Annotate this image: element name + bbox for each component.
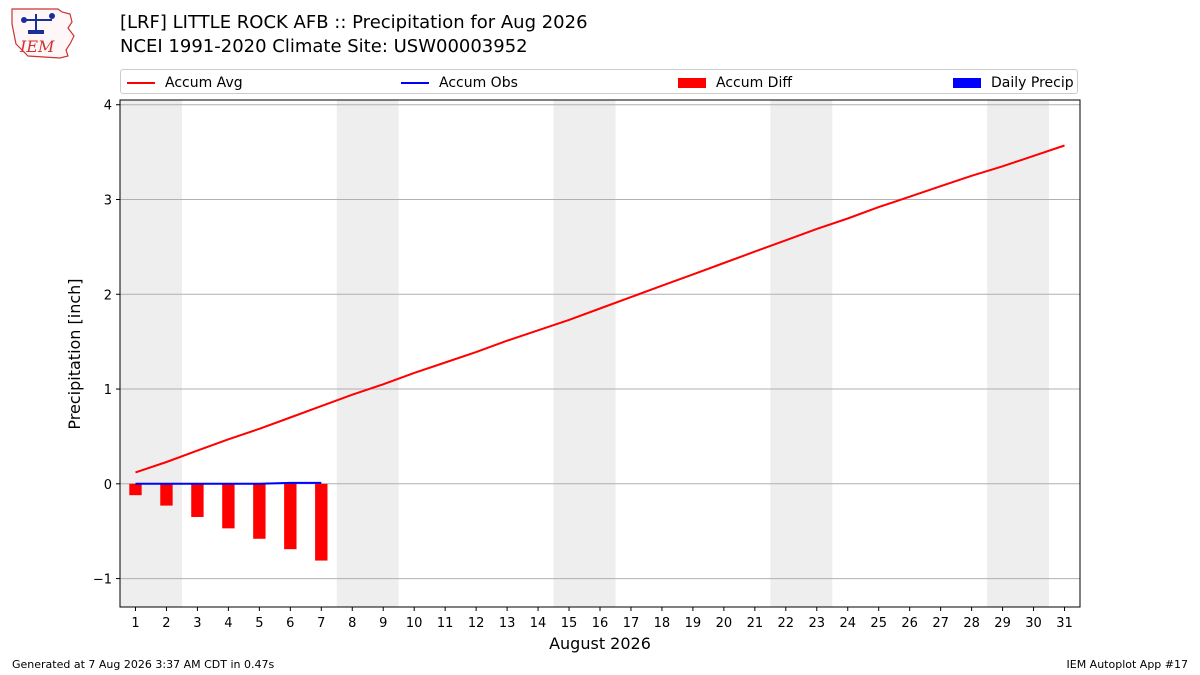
legend-swatch-accum-avg (127, 81, 155, 84)
logo-text: IEM (19, 37, 55, 56)
weekend-band-0 (120, 100, 182, 607)
weekend-band-4 (987, 100, 1050, 607)
accum-obs-line (135, 481, 322, 485)
x-tick-label-12: 12 (468, 616, 485, 631)
x-tick-label-22: 22 (778, 616, 795, 631)
chart-subtitle: NCEI 1991-2020 Climate Site: USW00003952 (120, 36, 528, 57)
footer-generated: Generated at 7 Aug 2026 3:37 AM CDT in 0… (12, 658, 275, 671)
x-tick-label-2: 2 (162, 616, 170, 631)
y-tick-label-5: 4 (104, 99, 112, 114)
x-tick-label-5: 5 (255, 616, 263, 631)
chart-title: [LRF] LITTLE ROCK AFB :: Precipitation f… (120, 12, 588, 33)
legend-label-accum-avg: Accum Avg (165, 74, 243, 91)
legend-label-daily-precip: Daily Precip (991, 74, 1074, 91)
legend-item-accum-diff: Accum Diff (678, 70, 792, 95)
legend-label-accum-obs: Accum Obs (439, 74, 518, 91)
x-axis-label: August 2026 (549, 634, 651, 653)
y-axis-label: Precipitation [inch] (65, 278, 84, 429)
weekend-band-2 (553, 100, 616, 607)
legend-item-accum-avg: Accum Avg (127, 70, 243, 95)
y-tick-label-0: −1 (93, 573, 112, 588)
accum-diff-bar-2 (160, 483, 173, 506)
legend-label-accum-diff: Accum Diff (716, 74, 793, 91)
x-tick-label-28: 28 (963, 616, 980, 631)
x-tick-label-1: 1 (131, 616, 139, 631)
x-tick-label-17: 17 (623, 616, 640, 631)
accum-diff-bar-4 (222, 483, 235, 529)
footer-app: IEM Autoplot App #17 (1066, 658, 1189, 671)
x-tick-label-6: 6 (286, 616, 294, 631)
accum-diff-bar-5 (253, 483, 266, 539)
legend-swatch-daily-precip (953, 77, 981, 88)
x-tick-label-15: 15 (561, 616, 578, 631)
x-tick-label-31: 31 (1056, 616, 1073, 631)
accum-diff-bar-1 (129, 483, 142, 496)
x-tick-label-14: 14 (530, 616, 547, 631)
legend-swatch-accum-diff (678, 77, 706, 88)
x-tick-label-13: 13 (499, 616, 516, 631)
y-tick-label-2: 1 (104, 383, 112, 398)
accum-diff-bar-7 (315, 483, 328, 561)
legend-swatch-accum-obs (401, 81, 429, 84)
weekend-band-3 (770, 100, 833, 607)
y-tick-label-3: 2 (104, 288, 112, 303)
legend-item-daily-precip: Daily Precip (953, 70, 1074, 95)
accum-avg-line (135, 144, 1065, 474)
x-tick-label-9: 9 (379, 616, 387, 631)
legend: Accum Avg Accum Obs Accum Diff Daily Pre… (120, 69, 1078, 94)
x-tick-label-19: 19 (685, 616, 702, 631)
x-tick-label-23: 23 (809, 616, 826, 631)
x-tick-label-26: 26 (901, 616, 918, 631)
accum-diff-bar-3 (191, 483, 204, 517)
x-tick-label-11: 11 (437, 616, 454, 631)
accum-diff-bar-6 (284, 483, 297, 550)
x-tick-label-30: 30 (1025, 616, 1042, 631)
x-tick-label-27: 27 (932, 616, 949, 631)
x-tick-label-29: 29 (994, 616, 1011, 631)
x-tick-label-21: 21 (747, 616, 764, 631)
x-tick-label-7: 7 (317, 616, 325, 631)
x-tick-label-3: 3 (193, 616, 201, 631)
x-tick-label-4: 4 (224, 616, 232, 631)
x-tick-label-20: 20 (716, 616, 733, 631)
x-tick-label-18: 18 (654, 616, 671, 631)
x-tick-label-24: 24 (839, 616, 856, 631)
legend-item-accum-obs: Accum Obs (401, 70, 518, 95)
y-tick-label-4: 3 (104, 194, 112, 209)
x-tick-label-16: 16 (592, 616, 609, 631)
weekend-band-1 (336, 100, 399, 607)
iem-logo: IEM (11, 8, 75, 59)
x-tick-label-10: 10 (406, 616, 423, 631)
x-tick-label-25: 25 (870, 616, 887, 631)
x-tick-label-8: 8 (348, 616, 356, 631)
y-tick-label-1: 0 (104, 478, 112, 493)
